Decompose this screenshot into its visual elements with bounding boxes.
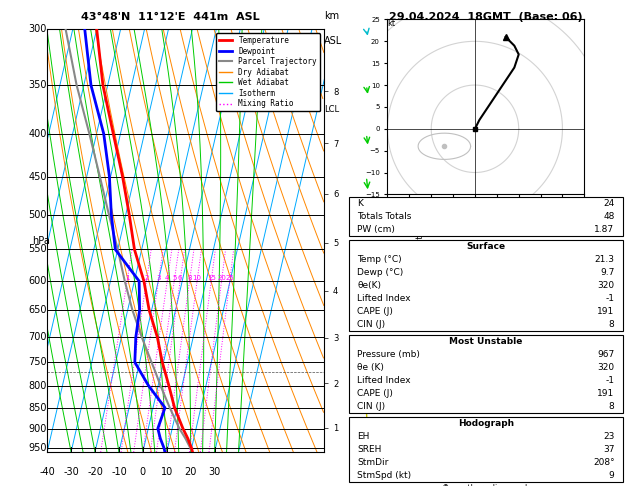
Text: 8: 8 [609,402,615,411]
Bar [349,197,623,236]
Text: Temp (°C): Temp (°C) [357,255,402,264]
Text: 29.04.2024  18GMT  (Base: 06): 29.04.2024 18GMT (Base: 06) [389,12,582,22]
Text: 5: 5 [172,275,176,281]
Text: CAPE (J): CAPE (J) [357,307,393,316]
Text: 700: 700 [28,332,47,342]
Text: SREH: SREH [357,445,382,454]
Text: 0: 0 [140,467,146,476]
Text: 1.87: 1.87 [594,225,615,234]
Text: 750: 750 [28,357,47,367]
Text: Hodograph: Hodograph [458,419,514,428]
Text: θe (K): θe (K) [357,363,384,372]
Text: -1: -1 [606,376,615,385]
Text: hPa: hPa [32,236,50,245]
Text: 2: 2 [144,275,148,281]
Text: 37: 37 [603,445,615,454]
Text: 450: 450 [28,172,47,182]
Text: CAPE (J): CAPE (J) [357,389,393,398]
Text: 900: 900 [28,423,47,434]
Text: Lifted Index: Lifted Index [357,376,411,385]
Text: -20: -20 [87,467,103,476]
Bar [349,240,623,331]
Text: Mixing Ratio (g/kg): Mixing Ratio (g/kg) [416,201,425,280]
Text: 191: 191 [598,389,615,398]
Text: 30: 30 [208,467,221,476]
Text: 10: 10 [160,467,173,476]
Text: CIN (J): CIN (J) [357,402,386,411]
Text: -1: -1 [606,294,615,303]
Text: K: K [357,199,363,208]
Text: StmSpd (kt): StmSpd (kt) [357,471,411,480]
Text: 9: 9 [609,471,615,480]
Text: 43°48'N  11°12'E  441m  ASL: 43°48'N 11°12'E 441m ASL [81,12,259,22]
Text: 20: 20 [184,467,197,476]
Text: LCL: LCL [324,105,339,114]
Text: 15: 15 [207,275,216,281]
Text: kt: kt [387,19,396,29]
Text: 400: 400 [28,129,47,139]
Bar [349,335,623,413]
Text: 8: 8 [187,275,192,281]
Text: -30: -30 [64,467,79,476]
Text: PW (cm): PW (cm) [357,225,395,234]
Text: 21.3: 21.3 [594,255,615,264]
Text: 23: 23 [603,432,615,441]
Text: 800: 800 [28,381,47,391]
Text: -10: -10 [111,467,127,476]
Text: 8: 8 [609,320,615,329]
Text: 600: 600 [28,276,47,286]
Text: -40: -40 [39,467,55,476]
Text: 20: 20 [217,275,226,281]
Text: 850: 850 [28,403,47,413]
Text: © weatheronline.co.uk: © weatheronline.co.uk [442,484,530,486]
Text: 10: 10 [192,275,201,281]
Text: 25: 25 [225,275,234,281]
Text: 500: 500 [28,210,47,220]
Text: Most Unstable: Most Unstable [449,337,523,346]
Text: 24: 24 [603,199,615,208]
Text: Pressure (mb): Pressure (mb) [357,350,420,359]
Text: EH: EH [357,432,370,441]
Text: 9.7: 9.7 [600,268,615,277]
Text: Surface: Surface [466,242,506,251]
Text: 191: 191 [598,307,615,316]
Text: 4: 4 [165,275,169,281]
Text: Totals Totals: Totals Totals [357,212,411,221]
Text: km: km [324,11,339,21]
Text: 6: 6 [178,275,182,281]
Text: 967: 967 [598,350,615,359]
Text: 650: 650 [28,305,47,315]
Text: 208°: 208° [593,458,615,467]
Text: 300: 300 [28,24,47,34]
Text: 320: 320 [598,281,615,290]
Text: CIN (J): CIN (J) [357,320,386,329]
Text: Lifted Index: Lifted Index [357,294,411,303]
Text: 350: 350 [28,80,47,90]
Text: 48: 48 [603,212,615,221]
Text: ASL: ASL [324,35,342,46]
Text: Dewp (°C): Dewp (°C) [357,268,404,277]
Text: 1: 1 [125,275,130,281]
Text: StmDir: StmDir [357,458,389,467]
Legend: Temperature, Dewpoint, Parcel Trajectory, Dry Adiabat, Wet Adiabat, Isotherm, Mi: Temperature, Dewpoint, Parcel Trajectory… [216,33,320,111]
Text: 3: 3 [156,275,160,281]
Bar [349,417,623,482]
Text: 550: 550 [28,244,47,255]
Text: 320: 320 [598,363,615,372]
Text: 950: 950 [28,443,47,453]
Text: θe(K): θe(K) [357,281,381,290]
